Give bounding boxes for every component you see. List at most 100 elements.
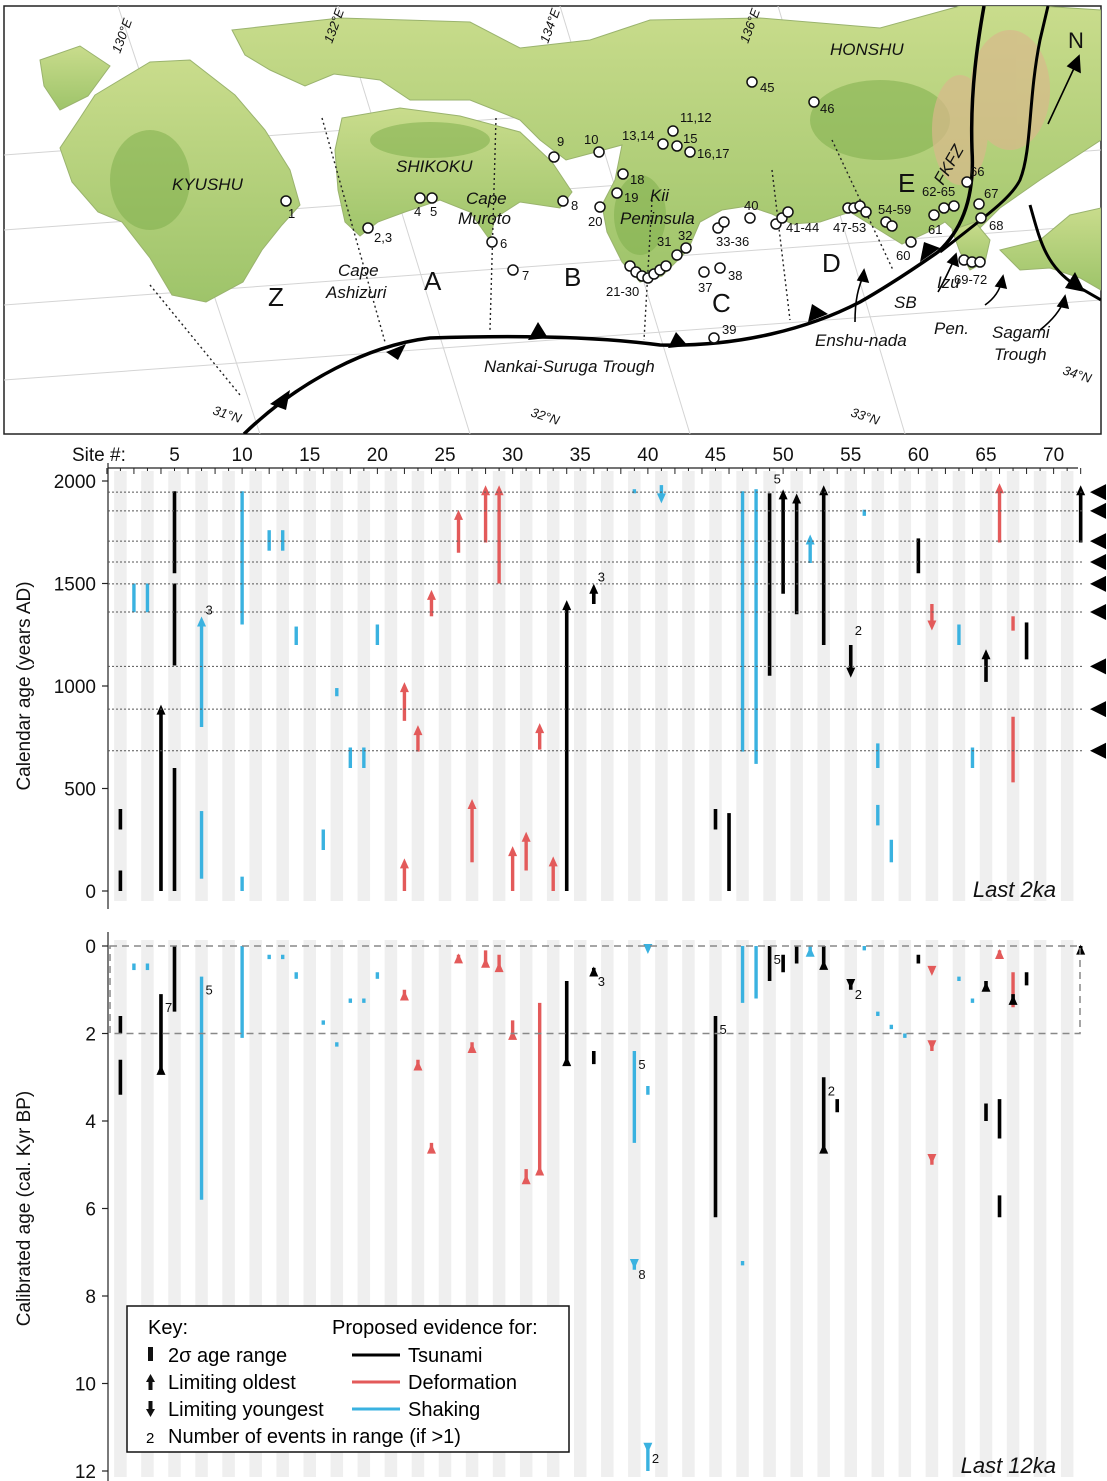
y-axis-title: Calibrated age (cal. Kyr BP) xyxy=(14,1091,35,1327)
age-range-shaking xyxy=(862,946,866,951)
limiting-oldest-marker xyxy=(981,649,991,660)
event-count-label: 5 xyxy=(720,1022,727,1037)
limiting-oldest-marker xyxy=(494,962,504,973)
age-range-shaking xyxy=(740,491,745,752)
event-count-label: 5 xyxy=(774,952,781,967)
y-axis-title: Calendar age (years AD) xyxy=(14,581,35,790)
age-range-tsunami xyxy=(848,645,853,670)
limiting-oldest-marker xyxy=(792,493,802,504)
x-tick-label: 10 xyxy=(232,445,253,466)
limiting-oldest-marker xyxy=(481,957,491,968)
x-tick-label: 55 xyxy=(840,445,861,466)
limiting-oldest-marker xyxy=(399,858,409,869)
age-range-tsunami xyxy=(591,1051,596,1065)
panel-label: Last 2ka xyxy=(973,877,1056,902)
limiting-oldest-marker xyxy=(981,981,991,992)
age-range-shaking xyxy=(240,876,244,891)
site-label: 39 xyxy=(722,322,736,337)
feature-sagami: Sagami Trough xyxy=(992,323,1051,364)
legend-box xyxy=(126,1305,570,1453)
site-label: 46 xyxy=(820,101,834,116)
limiting-oldest-marker xyxy=(156,1064,166,1075)
age-range-deformation xyxy=(456,517,461,553)
nankai-suruga-trough xyxy=(242,6,986,434)
site-column-stripe xyxy=(546,471,560,901)
site-label: 47-53 xyxy=(833,220,866,235)
site-label: 69-72 xyxy=(954,272,987,287)
feature-trough: Nankai-Suruga Trough xyxy=(484,357,655,376)
x-tick-label: 20 xyxy=(367,445,388,466)
age-range-shaking xyxy=(281,954,285,960)
y-tick-label: 0 xyxy=(85,937,96,958)
event-count-label: 8 xyxy=(638,1267,645,1282)
limiting-youngest-marker xyxy=(927,1040,937,1051)
limiting-oldest-marker xyxy=(399,682,409,693)
segment-label-Z: Z xyxy=(268,282,284,312)
age-range-shaking xyxy=(375,624,380,645)
age-range-tsunami xyxy=(767,946,772,981)
age-range-shaking xyxy=(957,624,961,645)
age-range-deformation xyxy=(537,1002,542,1174)
site-column-stripe xyxy=(114,940,127,1477)
segment-label-D: D xyxy=(822,248,841,278)
site-column-stripe xyxy=(898,940,912,1477)
limiting-oldest-marker xyxy=(413,1060,423,1071)
site-column-stripe xyxy=(1006,940,1020,1477)
site-label: 61 xyxy=(928,222,942,237)
age-range-tsunami xyxy=(1024,622,1029,660)
age-range-deformation xyxy=(402,866,407,891)
age-range-shaking xyxy=(754,946,758,999)
limiting-oldest-marker xyxy=(535,1165,545,1176)
age-range-shaking xyxy=(646,1086,650,1095)
legend-item-youngest: Limiting youngest xyxy=(168,1399,324,1421)
event-count-label: 2 xyxy=(855,987,862,1002)
historical-event-marker xyxy=(1090,603,1106,620)
y-tick-label: 6 xyxy=(85,1200,96,1221)
age-range-shaking xyxy=(646,1444,650,1471)
region-honshu: HONSHU xyxy=(830,40,904,59)
site-column-stripe xyxy=(790,471,803,901)
site-column-stripe xyxy=(249,471,262,901)
site-label: 8 xyxy=(571,198,578,213)
limiting-oldest-marker xyxy=(454,953,464,964)
x-tick-label: 15 xyxy=(299,445,320,466)
site-column-stripe xyxy=(871,940,885,1477)
trough-teeth xyxy=(270,242,1085,410)
age-range-shaking xyxy=(889,839,894,863)
limiting-oldest-marker xyxy=(494,485,504,496)
y-tick-label: 10 xyxy=(75,1375,96,1396)
site-label: 62-65 xyxy=(922,184,955,199)
site-label: 37 xyxy=(698,280,712,295)
site-label: 16,17 xyxy=(697,146,730,161)
historical-event-marker xyxy=(1090,553,1106,570)
age-range-shaking xyxy=(903,1033,907,1038)
event-count-label: 2 xyxy=(652,1451,659,1466)
site-column-stripe xyxy=(303,471,317,901)
site-label: 2,3 xyxy=(374,230,392,245)
limiting-oldest-marker xyxy=(481,485,491,496)
site-column-stripe xyxy=(1033,471,1047,901)
age-range-deformation xyxy=(997,491,1002,543)
site-column-stripe xyxy=(222,471,235,901)
age-range-shaking xyxy=(362,998,366,1003)
limiting-oldest-marker xyxy=(562,600,572,611)
site-label: 4 xyxy=(414,204,421,219)
limiting-oldest-marker xyxy=(454,509,464,520)
site-column-stripe xyxy=(492,471,506,901)
site-label: 54-59 xyxy=(878,202,911,217)
region-shikoku: SHIKOKU xyxy=(396,157,473,176)
age-range-shaking xyxy=(970,998,975,1003)
site-column-stripe xyxy=(168,471,181,901)
site-column-stripe xyxy=(1060,940,1074,1477)
site-column-stripe xyxy=(925,471,939,901)
limiting-oldest-marker xyxy=(819,485,829,496)
site-column-stripe xyxy=(763,940,776,1477)
age-range-shaking xyxy=(267,954,271,960)
map-panel: KYUSHU SHIKOKU HONSHU Cape Ashizuri Cape Murot… xyxy=(3,5,1102,435)
age-range-deformation xyxy=(429,597,434,617)
age-range-deformation xyxy=(551,864,555,891)
limiting-youngest-marker xyxy=(927,1154,937,1164)
age-range-shaking xyxy=(970,747,975,768)
age-range-shaking xyxy=(199,624,204,727)
age-range-shaking xyxy=(632,489,637,494)
